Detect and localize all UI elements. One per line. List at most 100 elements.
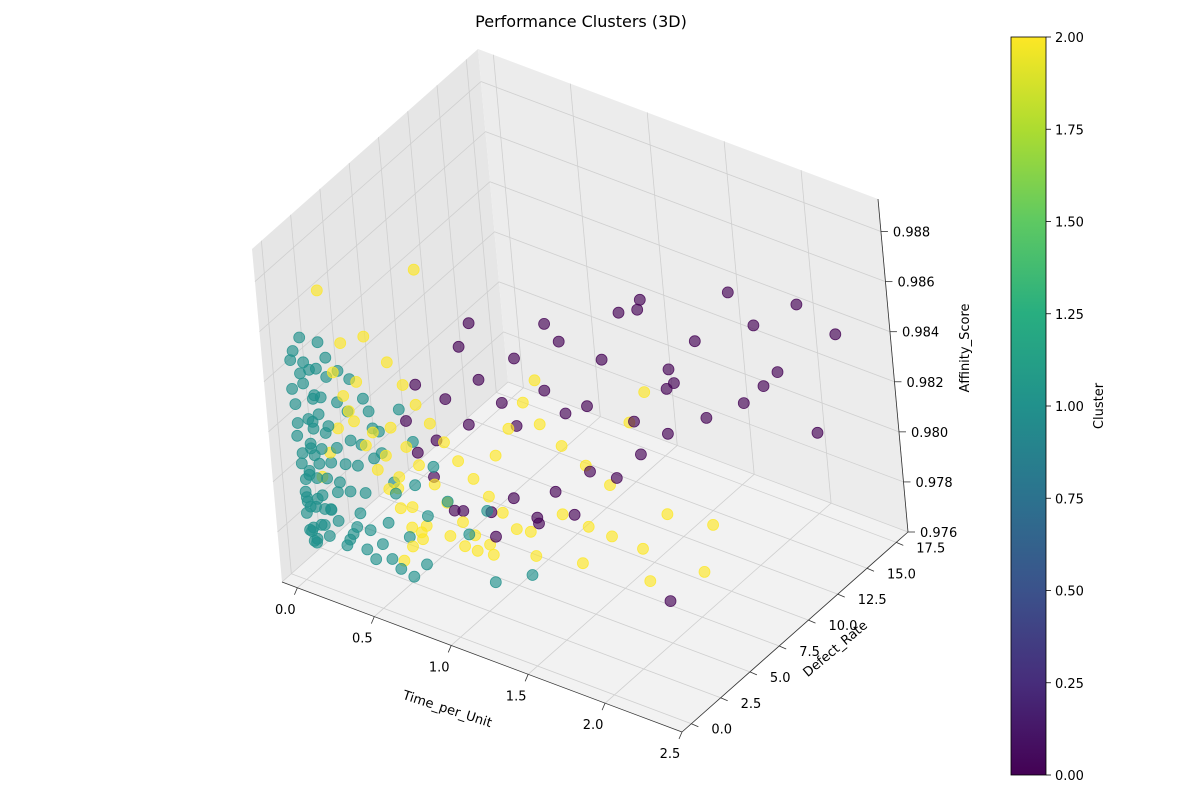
- scatter-point-cluster-2: [380, 356, 393, 369]
- gridline-z-left: [259, 131, 486, 332]
- chart-title: Performance Clusters (3D): [475, 12, 687, 31]
- gridline-x-floor: [604, 502, 832, 704]
- scatter-point-cluster-0: [790, 298, 803, 311]
- scatter-point-cluster-0: [771, 366, 784, 379]
- y-tick-mark: [808, 619, 816, 624]
- x-tick-mark: [524, 674, 529, 682]
- scatter-point-cluster-1: [489, 576, 502, 589]
- scatter-point-cluster-1: [321, 472, 334, 485]
- scatter-point-cluster-2: [606, 530, 618, 543]
- scatter-point-cluster-0: [721, 286, 734, 299]
- y-tick-mark: [837, 593, 845, 598]
- gridline-x-back: [492, 54, 524, 388]
- z-tick-label: 0.976: [920, 526, 957, 541]
- scatter-point-cluster-1: [382, 516, 395, 529]
- scatter-point-cluster-0: [462, 418, 475, 431]
- scatter-point-cluster-1: [297, 356, 310, 369]
- gridline-y-floor: [379, 495, 780, 647]
- scatter-point-cluster-1: [330, 441, 343, 454]
- colorbar-tick-label: 0.75: [1055, 492, 1084, 507]
- scatter-point-cluster-0: [552, 335, 565, 348]
- scatter-point-cluster-2: [384, 421, 397, 434]
- x-tick-mark: [447, 645, 452, 653]
- scatter-point-cluster-1: [304, 437, 317, 450]
- scatter-point-cluster-1: [409, 479, 422, 492]
- scatter-point-cluster-1: [325, 503, 338, 516]
- gridline-y-floor: [408, 469, 809, 621]
- scatter-point-cluster-1: [323, 530, 336, 542]
- scatter-point-cluster-1: [312, 408, 325, 421]
- scatter-point-cluster-2: [496, 506, 509, 519]
- x-axis-line: [281, 581, 683, 733]
- scatter-point-cluster-2: [484, 538, 497, 551]
- scatter-point-cluster-1: [395, 563, 408, 575]
- scatter-point-cluster-0: [595, 353, 608, 366]
- z-tick-label: 0.986: [897, 276, 934, 291]
- scatter-point-cluster-0: [662, 427, 674, 440]
- scatter-point-cluster-0: [584, 465, 596, 478]
- scatter-point-cluster-2: [528, 374, 541, 387]
- scatter-point-cluster-0: [664, 595, 677, 607]
- gridline-y-floor: [320, 547, 721, 699]
- scatter-point-cluster-2: [452, 455, 465, 468]
- scatter-point-cluster-0: [581, 400, 593, 413]
- scatter-point-cluster-2: [371, 463, 384, 476]
- gridline-z-back: [480, 81, 882, 232]
- gridline-y-left: [465, 59, 497, 393]
- scatter-point-cluster-1: [296, 447, 309, 460]
- gridline-z-left: [263, 181, 491, 382]
- gridline-z-left: [254, 81, 482, 282]
- scatter-point-cluster-1: [318, 519, 331, 531]
- scatter-point-cluster-2: [337, 390, 350, 402]
- y-tick-mark: [866, 567, 875, 572]
- scatter-point-cluster-2: [533, 418, 546, 431]
- y-tick-mark: [896, 541, 904, 546]
- scatter-point-cluster-0: [610, 472, 623, 484]
- scatter-point-cluster-1: [441, 495, 454, 508]
- scatter-point-cluster-1: [389, 487, 402, 500]
- gridline-z-back: [503, 331, 904, 483]
- scatter-point-cluster-1: [364, 524, 377, 537]
- scatter-point-cluster-1: [314, 391, 327, 404]
- scatter-point-cluster-2: [489, 449, 502, 462]
- scatter-point-cluster-2: [637, 542, 649, 555]
- scatter-point-cluster-1: [331, 486, 344, 499]
- scatter-point-cluster-2: [661, 508, 674, 521]
- scatter-point-cluster-0: [411, 446, 424, 459]
- scatter-point-cluster-2: [516, 396, 529, 409]
- colorbar-tick-label: 0.50: [1055, 585, 1084, 600]
- gridline-x-back: [800, 170, 832, 504]
- y-tick-label: 0.0: [711, 723, 732, 738]
- scatter-point-cluster-2: [555, 440, 568, 452]
- scatter-point-cluster-1: [392, 403, 405, 416]
- scatter-point-cluster-0: [462, 317, 475, 330]
- scatter-point-cluster-1: [351, 459, 364, 472]
- scatter-point-cluster-2: [556, 508, 569, 521]
- scatter-point-cluster-1: [359, 487, 372, 499]
- scatter-point-cluster-1: [354, 507, 367, 520]
- scatter-point-cluster-0: [531, 511, 544, 524]
- scatter-point-cluster-1: [463, 528, 476, 541]
- colorbar-tick-label: 0.25: [1055, 677, 1084, 692]
- scatter-point-cluster-2: [459, 540, 472, 553]
- scatter-point-cluster-1: [307, 521, 320, 534]
- scatter-point-cluster-2: [604, 479, 616, 492]
- scatter-point-cluster-0: [400, 415, 412, 427]
- scatter-point-cluster-1: [351, 521, 364, 533]
- scatter-point-cluster-2: [457, 516, 469, 528]
- x-tick-label: 0.5: [352, 632, 373, 647]
- x-tick-label: 2.5: [660, 747, 681, 762]
- scatter-point-cluster-1: [344, 485, 357, 498]
- scatter-point-cluster-2: [530, 550, 543, 562]
- scatter-point-cluster-0: [495, 396, 508, 409]
- scatter-point-cluster-1: [308, 449, 321, 462]
- scatter-point-cluster-2: [577, 557, 589, 570]
- scatter-point-cluster-1: [526, 569, 539, 581]
- scatter-point-cluster-1: [325, 456, 338, 469]
- scatter-point-cluster-2: [444, 530, 457, 542]
- scatter-point-cluster-2: [524, 525, 537, 538]
- scatter-point-cluster-1: [332, 515, 345, 527]
- gridline-y-floor: [437, 443, 838, 595]
